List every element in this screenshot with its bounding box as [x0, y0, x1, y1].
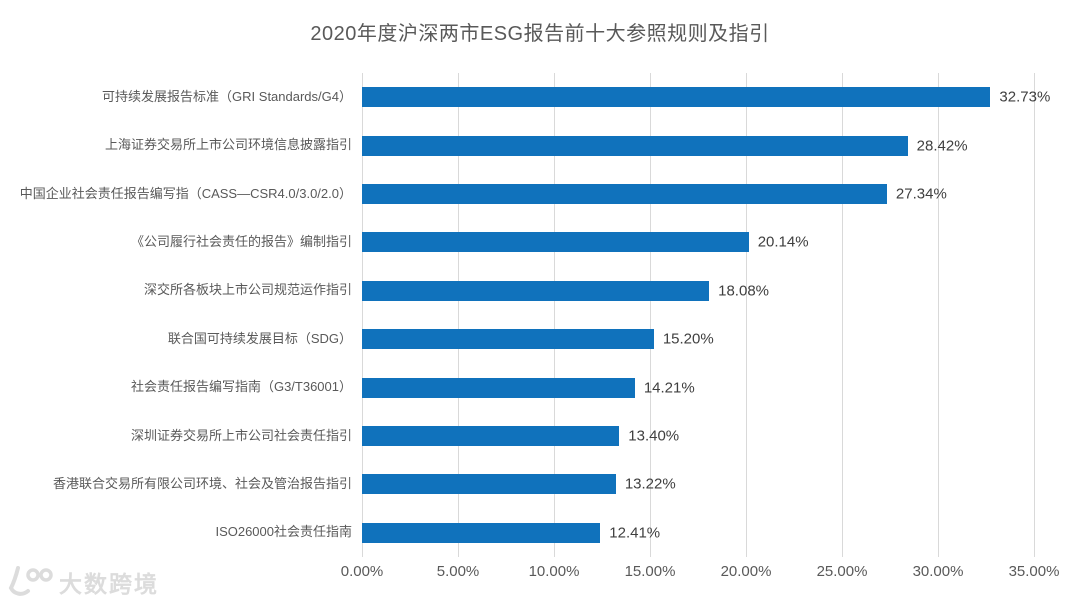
gridline: [458, 73, 459, 557]
category-label: 深圳证券交易所上市公司社会责任指引: [130, 427, 352, 443]
bar: [362, 426, 620, 447]
plot-area: 32.73% 28.42% 27.34% 20.14% 18.08% 15.20% 14.2…: [362, 73, 1050, 557]
bar-row: 20.14%: [362, 218, 1034, 266]
bar: [362, 377, 635, 398]
x-axis-tick-label: 25.00%: [816, 563, 868, 580]
bar-value-label: 27.34%: [895, 185, 947, 203]
category-label: 深交所各板块上市公司规范运作指引: [143, 282, 352, 298]
x-axis-tick-label: 20.00%: [720, 563, 772, 580]
category-label: 《公司履行社会责任的报告》编制指引: [130, 233, 352, 249]
bar-value-label: 12.41%: [609, 524, 661, 542]
x-axis-tick-label: 5.00%: [436, 563, 480, 580]
bar-value-label: 14.21%: [643, 379, 695, 397]
category-label: 可持续发展报告标准（GRI Standards/G4）: [102, 88, 352, 104]
category-axis: 可持续发展报告标准（GRI Standards/G4） 上海证券交易所上市公司环境…: [0, 73, 352, 557]
bar: [362, 87, 991, 108]
gridline: [842, 73, 843, 557]
chart-title: 2020年度沪深两市ESG报告前十大参照规则及指引: [310, 23, 770, 45]
bar-rows: 32.73% 28.42% 27.34% 20.14% 18.08% 15.20% 14.2…: [362, 73, 1050, 557]
bar-value-label: 32.73%: [999, 88, 1051, 106]
category-label: 上海证券交易所上市公司环境信息披露指引: [104, 137, 352, 153]
gridline: [650, 73, 651, 557]
gridline: [1034, 73, 1035, 557]
bar-row: 27.34%: [362, 170, 1034, 218]
bar-row: 13.40%: [362, 412, 1034, 460]
bar-row: 14.21%: [362, 363, 1034, 411]
bar-row: 18.08%: [362, 267, 1034, 315]
gridline: [362, 73, 363, 557]
x-axis-tick-label: 10.00%: [528, 563, 580, 580]
gridline: [746, 73, 747, 557]
bar-value-label: 13.40%: [628, 427, 680, 445]
bar-row: 15.20%: [362, 315, 1034, 363]
bar-row: 32.73%: [362, 73, 1050, 121]
bar-value-label: 20.14%: [757, 233, 809, 251]
bar-value-label: 28.42%: [916, 137, 968, 155]
category-label: 中国企业社会责任报告编写指（CASS—CSR4.0/3.0/2.0）: [19, 185, 352, 201]
gridline: [938, 73, 939, 557]
watermark-brand-text: 大数跨境: [59, 571, 159, 597]
x-axis-tick-label: 30.00%: [912, 563, 964, 580]
gridline: [554, 73, 555, 557]
bar: [362, 184, 887, 205]
bar: [362, 232, 749, 253]
x-axis-tick-label: 35.00%: [1008, 563, 1060, 580]
bar-value-label: 15.20%: [662, 330, 714, 348]
watermark: 大数跨境: [8, 564, 159, 600]
bar: [362, 329, 654, 350]
bar: [362, 280, 710, 301]
x-axis-tick-label: 15.00%: [624, 563, 676, 580]
category-label: 香港联合交易所有限公司环境、社会及管治报告指引: [52, 475, 352, 491]
bar: [362, 522, 601, 543]
bar-value-label: 13.22%: [624, 475, 676, 493]
dashu-100-logo-icon: [8, 566, 53, 596]
bar-row: 13.22%: [362, 460, 1034, 508]
bar-value-label: 18.08%: [718, 282, 769, 300]
bar-row: 28.42%: [362, 121, 1034, 169]
category-label: 社会责任报告编写指南（G3/T36001）: [130, 379, 352, 395]
bar: [362, 135, 908, 156]
x-axis-tick-label: 0.00%: [340, 563, 384, 580]
bar-row: 12.41%: [362, 509, 1034, 557]
bar: [362, 474, 616, 495]
value-axis: 0.00% 5.00% 10.00% 15.00% 20.00% 25.00% 30.00%…: [341, 563, 1060, 589]
category-label: 联合国可持续发展目标（SDG）: [167, 330, 352, 346]
category-label: ISO26000社会责任指南: [215, 524, 352, 540]
